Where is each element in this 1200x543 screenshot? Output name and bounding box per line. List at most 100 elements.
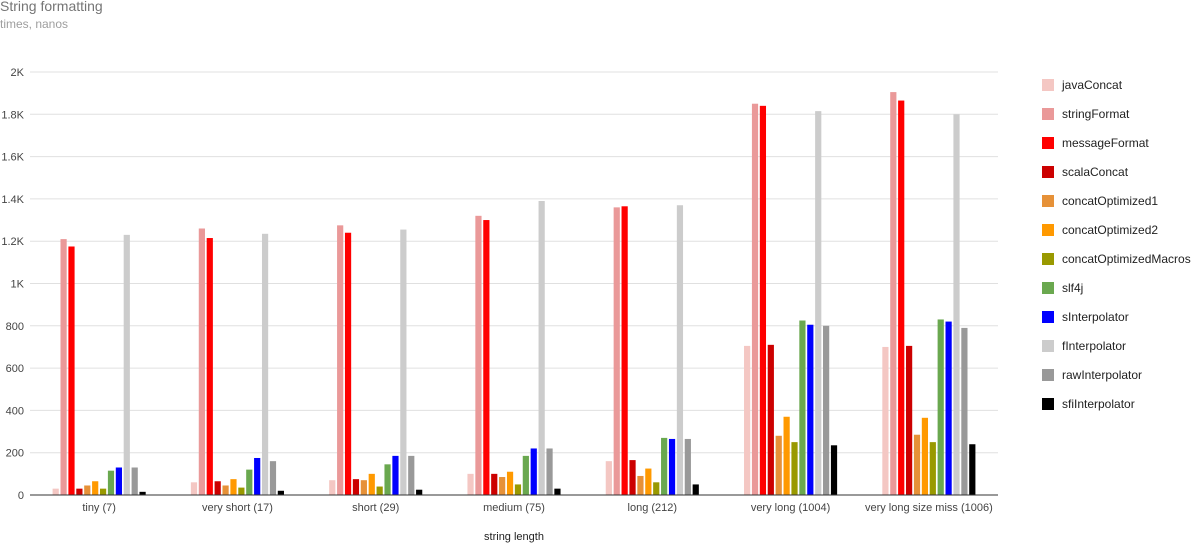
legend-item-rawInterpolator[interactable]: rawInterpolator [1042, 360, 1191, 389]
bar-concatOptimizedMacros[interactable] [929, 442, 936, 496]
bar-fInterpolator[interactable] [676, 205, 684, 495]
bar-rawInterpolator[interactable] [961, 327, 968, 495]
bar-sfiInterpolator[interactable] [277, 490, 284, 495]
bar-rawInterpolator[interactable] [131, 467, 138, 496]
bar-concatOptimized1[interactable] [499, 477, 506, 495]
bar-concatOptimized1[interactable] [637, 475, 644, 495]
bar-sInterpolator[interactable] [668, 438, 676, 495]
bar-sInterpolator[interactable] [530, 448, 537, 495]
bar-javaConcat[interactable] [605, 461, 612, 495]
bar-scalaConcat[interactable] [491, 473, 498, 495]
bar-sInterpolator[interactable] [392, 455, 399, 495]
legend-item-concatOptimizedMacros[interactable]: concatOptimizedMacros [1042, 244, 1191, 273]
bar-concatOptimized2[interactable] [921, 417, 929, 495]
bar-messageFormat[interactable] [483, 220, 490, 496]
bar-stringFormat[interactable] [475, 215, 482, 495]
legend-item-fInterpolator[interactable]: fInterpolator [1042, 331, 1191, 360]
bar-stringFormat[interactable] [751, 103, 759, 495]
bar-sInterpolator[interactable] [254, 457, 261, 495]
bar-concatOptimizedMacros[interactable] [99, 488, 107, 495]
bar-rawInterpolator[interactable] [269, 461, 277, 495]
bar-javaConcat[interactable] [190, 482, 198, 495]
bar-fInterpolator[interactable] [400, 229, 407, 495]
bar-scalaConcat[interactable] [76, 488, 83, 495]
bar-sInterpolator[interactable] [945, 321, 952, 495]
legend-swatch [1042, 223, 1054, 236]
bar-concatOptimized2[interactable] [506, 471, 514, 495]
bar-stringFormat[interactable] [198, 228, 205, 495]
legend-item-concatOptimized1[interactable]: concatOptimized1 [1042, 186, 1191, 215]
bar-concatOptimizedMacros[interactable] [514, 484, 522, 495]
legend: javaConcat stringFormat messageFormat scala… [1042, 70, 1191, 418]
bar-concatOptimized1[interactable] [222, 485, 229, 495]
bar-scalaConcat[interactable] [767, 344, 774, 495]
bar-slf4j[interactable] [246, 469, 253, 495]
bar-concatOptimized1[interactable] [775, 435, 782, 495]
bar-stringFormat[interactable] [890, 92, 897, 495]
bar-javaConcat[interactable] [882, 346, 889, 495]
bar-fInterpolator[interactable] [123, 234, 130, 496]
bar-concatOptimized2[interactable] [645, 468, 652, 495]
bar-concatOptimized2[interactable] [92, 481, 99, 495]
bar-slf4j[interactable] [384, 464, 391, 495]
bar-messageFormat[interactable] [621, 206, 628, 496]
bar-javaConcat[interactable] [744, 345, 751, 495]
bar-sfiInterpolator[interactable] [554, 488, 561, 495]
bar-concatOptimized1[interactable] [360, 480, 367, 495]
bar-messageFormat[interactable] [759, 105, 767, 495]
bar-fInterpolator[interactable] [538, 201, 545, 495]
bar-concatOptimized1[interactable] [84, 485, 91, 495]
bar-messageFormat[interactable] [898, 100, 905, 496]
legend-item-messageFormat[interactable]: messageFormat [1042, 128, 1191, 157]
bar-scalaConcat[interactable] [629, 460, 636, 495]
bar-messageFormat[interactable] [68, 246, 75, 495]
bar-javaConcat[interactable] [329, 480, 336, 495]
gridlines [30, 71, 998, 454]
bar-concatOptimized2[interactable] [230, 479, 237, 495]
bar-sfiInterpolator[interactable] [830, 445, 838, 495]
bar-scalaConcat[interactable] [906, 345, 913, 495]
bar-scalaConcat[interactable] [214, 481, 221, 495]
bar-sfiInterpolator[interactable] [139, 491, 146, 495]
bar-fInterpolator[interactable] [261, 233, 269, 496]
legend-item-javaConcat[interactable]: javaConcat [1042, 70, 1191, 99]
bar-slf4j[interactable] [522, 455, 529, 495]
bar-concatOptimized2[interactable] [368, 473, 375, 495]
bar-stringFormat[interactable] [613, 207, 620, 496]
bar-scalaConcat[interactable] [352, 479, 360, 495]
bar-stringFormat[interactable] [337, 225, 344, 495]
bar-concatOptimized2[interactable] [783, 416, 790, 495]
bar-sInterpolator[interactable] [115, 467, 122, 496]
bar-rawInterpolator[interactable] [684, 438, 691, 495]
bar-rawInterpolator[interactable] [546, 448, 553, 495]
bar-rawInterpolator[interactable] [408, 455, 415, 495]
bar-slf4j[interactable] [799, 320, 806, 495]
bar-sInterpolator[interactable] [807, 324, 814, 495]
legend-item-sInterpolator[interactable]: sInterpolator [1042, 302, 1191, 331]
bar-javaConcat[interactable] [467, 473, 474, 495]
bar-sfiInterpolator[interactable] [969, 444, 976, 495]
bar-fInterpolator[interactable] [815, 111, 822, 495]
bar-concatOptimizedMacros[interactable] [653, 482, 660, 495]
bar-sfiInterpolator[interactable] [692, 484, 699, 495]
bar-concatOptimizedMacros[interactable] [376, 486, 383, 495]
legend-item-sfiInterpolator[interactable]: sfiInterpolator [1042, 389, 1191, 418]
bar-slf4j[interactable] [107, 470, 115, 495]
bar-messageFormat[interactable] [206, 238, 213, 495]
legend-item-stringFormat[interactable]: stringFormat [1042, 99, 1191, 128]
legend-label: sInterpolator [1062, 309, 1129, 324]
legend-item-concatOptimized2[interactable]: concatOptimized2 [1042, 215, 1191, 244]
bar-slf4j[interactable] [937, 319, 944, 495]
bar-concatOptimizedMacros[interactable] [238, 487, 245, 495]
bar-concatOptimized1[interactable] [913, 434, 921, 495]
bar-messageFormat[interactable] [344, 232, 352, 496]
bar-sfiInterpolator[interactable] [416, 489, 423, 495]
bar-slf4j[interactable] [661, 437, 668, 495]
bar-concatOptimizedMacros[interactable] [791, 442, 798, 496]
bar-fInterpolator[interactable] [953, 114, 960, 496]
bar-rawInterpolator[interactable] [823, 325, 830, 495]
legend-item-slf4j[interactable]: slf4j [1042, 273, 1191, 302]
bar-stringFormat[interactable] [60, 239, 67, 495]
bar-javaConcat[interactable] [52, 488, 59, 495]
legend-item-scalaConcat[interactable]: scalaConcat [1042, 157, 1191, 186]
